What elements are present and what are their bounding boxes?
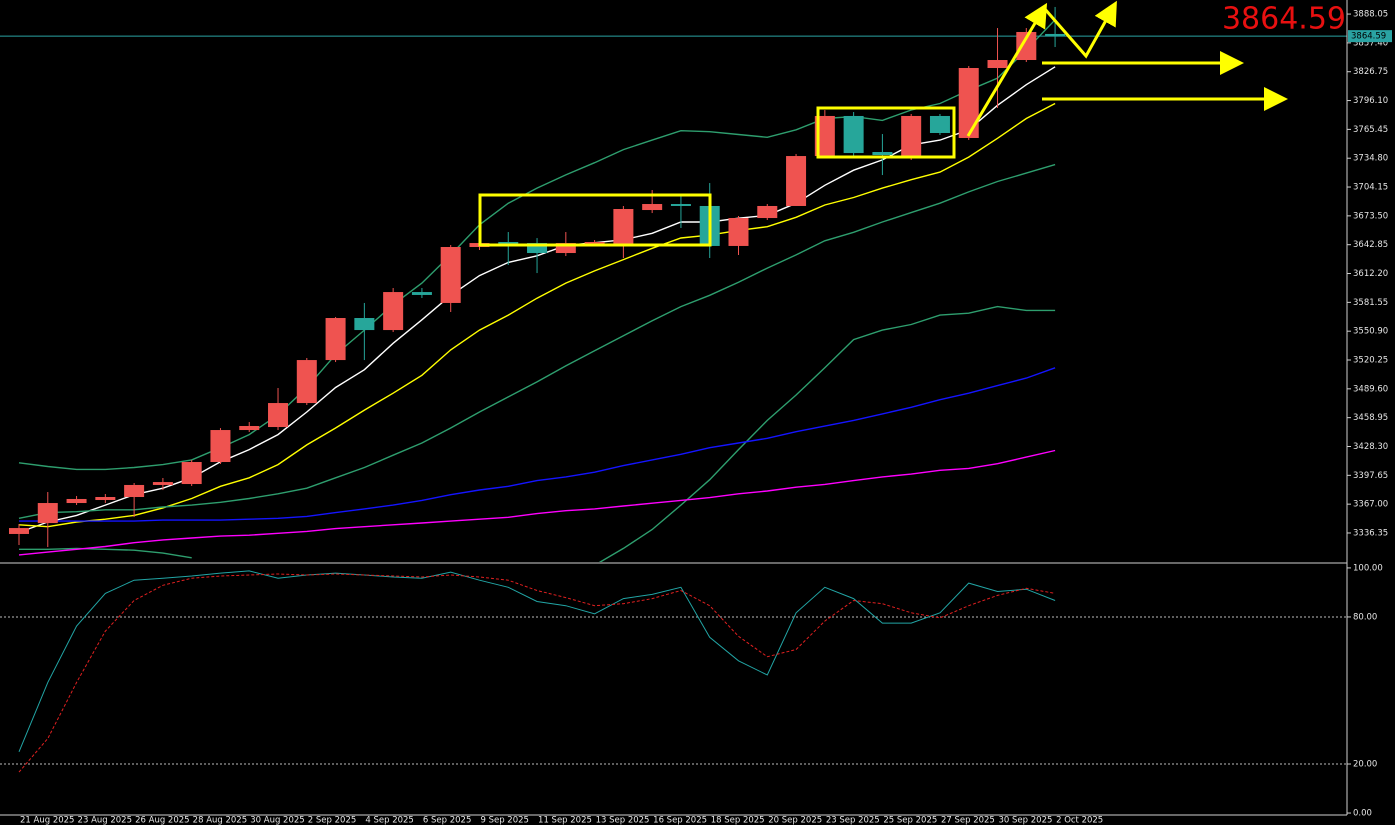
candle-body xyxy=(613,208,634,246)
candle-body xyxy=(929,115,950,133)
candle-body xyxy=(498,242,519,244)
indicator-line xyxy=(18,102,1056,528)
candle-body xyxy=(268,403,289,428)
candle-body xyxy=(411,292,432,295)
candle-body xyxy=(239,425,260,431)
candle-body xyxy=(181,462,202,485)
last-price-tag: 3864.59 xyxy=(1351,32,1386,42)
x-tick-label: 20 Sep 2025 xyxy=(768,816,822,825)
candle-body xyxy=(124,484,145,498)
arrow xyxy=(1042,0,1117,59)
y-tick-label: 3489.60 xyxy=(1353,384,1388,394)
y-tick-label: 3336.35 xyxy=(1353,528,1388,538)
candle-body xyxy=(383,292,404,331)
y-tick-label: 3734.80 xyxy=(1353,154,1388,164)
x-tick-label: 11 Sep 2025 xyxy=(538,816,592,825)
x-tick-label: 30 Aug 2025 xyxy=(250,816,304,825)
candle-body xyxy=(814,115,835,157)
candle-body xyxy=(872,151,893,156)
candle-body xyxy=(987,60,1008,69)
candle-body xyxy=(440,246,461,303)
x-tick-label: 25 Sep 2025 xyxy=(883,816,937,825)
indicator-line xyxy=(19,305,1056,562)
x-tick-label: 30 Sep 2025 xyxy=(999,816,1053,825)
y-tick-label: 3796.10 xyxy=(1353,96,1388,106)
candle-body xyxy=(642,204,663,211)
candle-body xyxy=(958,68,979,138)
y-tick-label: 3857.40 xyxy=(1353,38,1388,48)
y-tick-label: 3826.75 xyxy=(1353,67,1388,77)
candle-body xyxy=(1016,31,1037,61)
candle-body xyxy=(210,430,231,463)
x-tick-label: 16 Sep 2025 xyxy=(653,816,707,825)
arrow xyxy=(966,2,1048,137)
candle-body xyxy=(37,503,58,524)
candle-body xyxy=(670,204,691,206)
y-tick-label: 0.00 xyxy=(1353,809,1372,819)
oscillator-panel xyxy=(0,570,1347,773)
last-price-box xyxy=(1348,30,1392,43)
y-tick-label: 3765.45 xyxy=(1353,125,1388,135)
candle-body xyxy=(555,243,576,254)
y-tick-label: 3367.00 xyxy=(1353,500,1388,510)
candle-body xyxy=(1045,33,1066,37)
y-tick-label: 3704.15 xyxy=(1353,183,1388,193)
y-tick-label: 3642.85 xyxy=(1353,240,1388,250)
x-tick-label: 26 Aug 2025 xyxy=(135,816,189,825)
indicator-line xyxy=(18,163,1056,519)
candle-body xyxy=(757,205,778,219)
candle-body xyxy=(66,498,87,504)
y-tick-label: 20.00 xyxy=(1353,760,1377,770)
x-tick-label: 2 Sep 2025 xyxy=(308,816,356,825)
annotations xyxy=(478,0,1288,247)
x-tick-label: 9 Sep 2025 xyxy=(480,816,528,825)
y-tick-label: 3520.25 xyxy=(1353,356,1388,366)
main-panel xyxy=(0,6,1347,562)
y-tick-label: 3673.50 xyxy=(1353,211,1388,221)
candle-body xyxy=(9,528,29,534)
consolidation-box xyxy=(478,193,712,247)
y-tick-label: 80.00 xyxy=(1353,612,1377,622)
x-tick-label: 21 Aug 2025 xyxy=(20,816,74,825)
y-tick-label: 3428.30 xyxy=(1353,442,1388,452)
y-tick-label: 3581.55 xyxy=(1353,298,1388,308)
x-tick-label: 4 Sep 2025 xyxy=(365,816,413,825)
y-tick-label: 3397.65 xyxy=(1353,471,1388,481)
candle-body xyxy=(325,318,346,361)
x-tick-label: 2 Oct 2025 xyxy=(1056,816,1103,825)
x-tick-label: 23 Sep 2025 xyxy=(826,816,880,825)
x-tick-label: 6 Sep 2025 xyxy=(423,816,471,825)
x-tick-label: 27 Sep 2025 xyxy=(941,816,995,825)
oscillator-line xyxy=(18,573,1056,773)
candle-body xyxy=(296,360,317,404)
last-price-big: 3864.59 xyxy=(1222,2,1346,37)
x-tick-label: 23 Aug 2025 xyxy=(78,816,132,825)
candle-body xyxy=(843,115,864,154)
y-tick-label: 100.00 xyxy=(1353,563,1383,573)
oscillator-line xyxy=(18,570,1056,752)
y-tick-label: 3550.90 xyxy=(1353,327,1388,337)
indicator-line xyxy=(18,19,1056,471)
y-tick-label: 3458.95 xyxy=(1353,413,1388,423)
candle-body xyxy=(95,497,116,501)
candle-body xyxy=(728,218,749,246)
consolidation-box xyxy=(816,106,956,159)
candle-body xyxy=(354,318,375,331)
candle-body xyxy=(584,242,605,244)
candle-body xyxy=(152,482,173,485)
candle-body xyxy=(901,115,922,157)
candle-body xyxy=(786,156,807,206)
y-tick-label: 3888.05 xyxy=(1353,10,1388,20)
x-tick-label: 18 Sep 2025 xyxy=(711,816,765,825)
indicator-line xyxy=(19,367,1056,522)
x-tick-label: 13 Sep 2025 xyxy=(596,816,650,825)
candle-body xyxy=(527,243,548,254)
y-tick-label: 3612.20 xyxy=(1353,269,1388,279)
indicator-line xyxy=(18,449,1056,556)
x-tick-label: 28 Aug 2025 xyxy=(193,816,247,825)
